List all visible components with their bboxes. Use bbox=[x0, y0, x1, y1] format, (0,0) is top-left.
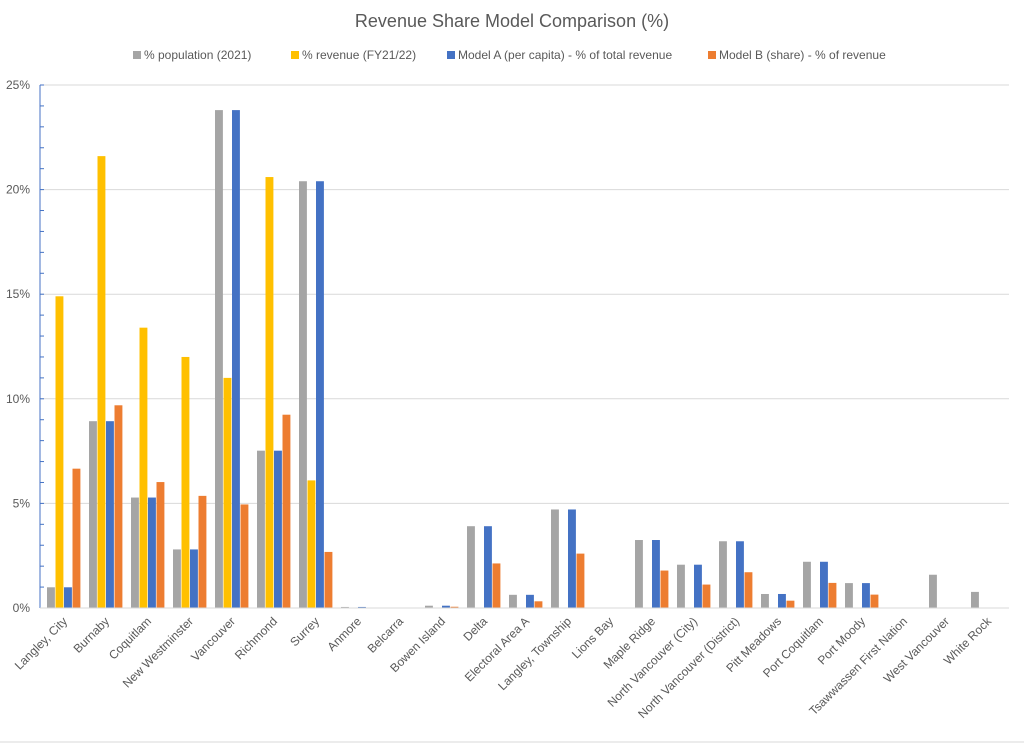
chart-title: Revenue Share Model Comparison (%) bbox=[355, 11, 669, 31]
bar-1-1 bbox=[97, 156, 106, 609]
bar-0-9 bbox=[425, 605, 433, 608]
bar-3-5 bbox=[282, 414, 291, 608]
bar-0-21 bbox=[929, 574, 937, 608]
x-tick-label: Burnaby bbox=[71, 614, 113, 656]
x-tick-label: Belcarra bbox=[365, 614, 407, 656]
bar-2-5 bbox=[274, 450, 282, 608]
y-tick-label: 0% bbox=[13, 601, 31, 615]
x-tick-label: Richmond bbox=[232, 614, 280, 662]
bar-0-2 bbox=[131, 497, 139, 608]
bar-3-3 bbox=[198, 495, 207, 608]
bar-2-3 bbox=[190, 549, 198, 608]
y-tick-label: 5% bbox=[13, 496, 31, 510]
legend-swatch bbox=[133, 51, 141, 59]
y-tick-label: 10% bbox=[6, 392, 30, 406]
bar-0-4 bbox=[215, 110, 223, 608]
bar-0-10 bbox=[467, 526, 475, 608]
bar-3-12 bbox=[576, 553, 585, 608]
x-tick-label: New Westminster bbox=[120, 614, 196, 690]
bar-2-1 bbox=[106, 421, 114, 608]
bar-3-15 bbox=[702, 584, 711, 608]
bar-0-3 bbox=[173, 549, 181, 608]
bar-0-0 bbox=[47, 587, 55, 608]
bar-3-16 bbox=[744, 572, 753, 608]
x-tick-label: Delta bbox=[460, 614, 490, 644]
x-tick-label: Vancouver bbox=[188, 614, 238, 664]
y-tick-label: 20% bbox=[6, 183, 30, 197]
bar-3-4 bbox=[240, 504, 249, 608]
legend: % population (2021) % revenue (FY21/22) Mo… bbox=[133, 48, 886, 62]
bar-3-10 bbox=[492, 563, 501, 608]
bar-2-4 bbox=[232, 110, 240, 608]
bar-2-0 bbox=[64, 587, 72, 608]
bar-2-19 bbox=[862, 583, 870, 608]
bar-2-18 bbox=[820, 561, 828, 608]
bar-3-9 bbox=[450, 606, 459, 608]
x-tick-label: Langley, Township bbox=[495, 614, 574, 693]
bar-2-2 bbox=[148, 497, 156, 608]
legend-label: Model B (share) - % of revenue bbox=[719, 48, 886, 62]
bar-2-6 bbox=[316, 181, 324, 608]
x-tick-label: Langley, City bbox=[12, 614, 70, 672]
legend-label: % revenue (FY21/22) bbox=[302, 48, 416, 62]
bar-2-12 bbox=[568, 509, 576, 608]
bar-2-16 bbox=[736, 541, 744, 608]
legend-label: Model A (per capita) - % of total revenu… bbox=[458, 48, 672, 62]
bar-1-2 bbox=[139, 327, 148, 608]
bar-2-11 bbox=[526, 594, 534, 608]
legend-swatch bbox=[291, 51, 299, 59]
bar-2-17 bbox=[778, 593, 786, 608]
bar-3-11 bbox=[534, 601, 543, 608]
bar-1-5 bbox=[265, 177, 274, 608]
bar-0-17 bbox=[761, 593, 769, 608]
bar-2-10 bbox=[484, 526, 492, 608]
bar-0-11 bbox=[509, 594, 517, 608]
legend-swatch bbox=[447, 51, 455, 59]
bar-1-0 bbox=[55, 296, 64, 608]
legend-label: % population (2021) bbox=[144, 48, 251, 62]
bar-0-22 bbox=[971, 591, 979, 608]
bar-0-18 bbox=[803, 561, 811, 608]
bar-0-15 bbox=[677, 564, 685, 608]
bar-3-1 bbox=[114, 405, 123, 608]
bars bbox=[47, 110, 979, 609]
legend-swatch bbox=[708, 51, 716, 59]
bar-1-6 bbox=[307, 480, 316, 608]
bar-1-4 bbox=[223, 377, 232, 608]
bar-3-18 bbox=[828, 582, 837, 608]
bar-2-14 bbox=[652, 540, 660, 608]
bar-2-15 bbox=[694, 564, 702, 608]
bar-0-1 bbox=[89, 421, 97, 608]
bar-3-6 bbox=[324, 551, 333, 608]
bar-0-6 bbox=[299, 181, 307, 608]
bar-0-12 bbox=[551, 509, 559, 608]
bar-1-3 bbox=[181, 356, 190, 608]
bar-0-5 bbox=[257, 450, 265, 608]
x-tick-label: Anmore bbox=[325, 614, 365, 654]
y-tick-label: 25% bbox=[6, 78, 30, 92]
bar-0-14 bbox=[635, 540, 643, 608]
bar-2-9 bbox=[442, 605, 450, 608]
bar-0-19 bbox=[845, 583, 853, 608]
bar-3-0 bbox=[72, 468, 81, 608]
x-tick-label: Surrey bbox=[287, 614, 322, 649]
bar-2-7 bbox=[358, 606, 366, 608]
y-axis: 0% 5% 10% 15% 20% 25% bbox=[6, 78, 44, 615]
bar-3-14 bbox=[660, 570, 669, 608]
y-tick-label: 15% bbox=[6, 287, 30, 301]
bar-3-17 bbox=[786, 600, 795, 608]
bar-3-19 bbox=[870, 594, 879, 608]
bar-0-16 bbox=[719, 541, 727, 608]
bar-3-2 bbox=[156, 482, 165, 608]
bar-0-7 bbox=[341, 606, 349, 608]
